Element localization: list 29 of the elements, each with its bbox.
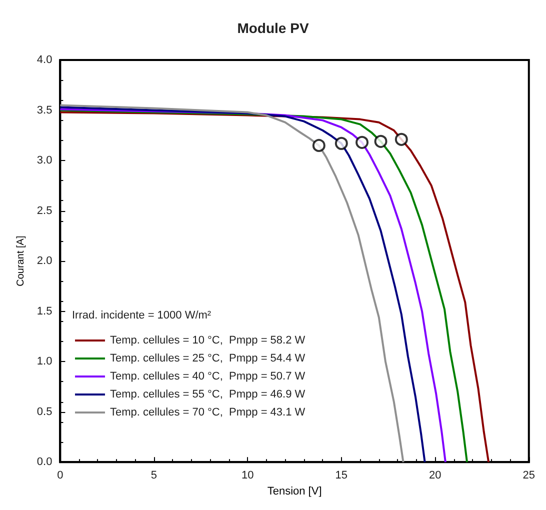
y-axis-title: Courant [A] (16, 236, 26, 286)
x-tick-label: 5 (150, 470, 157, 482)
y-tick-label: 0.5 (36, 406, 52, 418)
x-tick-label: 15 (335, 470, 348, 482)
legend-label: Temp. cellules = 55 °C, Pmpp = 46.9 W (110, 388, 306, 400)
y-tick-label: 2.5 (36, 204, 52, 217)
y-tick-label: 3.5 (36, 104, 52, 116)
legend-title: Irrad. incidente = 1000 W/m² (72, 310, 212, 322)
point (356, 136, 369, 149)
y-tick-label: 3.0 (36, 154, 52, 167)
legend-label: Temp. cellules = 25 °C, Pmpp = 54.4 W (110, 352, 306, 364)
y-tick-label: 2.0 (36, 255, 52, 268)
y-tick-label: 1.5 (36, 305, 52, 318)
y-tick-label: 1.0 (36, 356, 52, 368)
x-tick-label: 20 (429, 470, 442, 482)
legend-label: Temp. cellules = 70 °C, Pmpp = 43.1 W (110, 406, 306, 418)
x-tick-label: 10 (242, 470, 254, 482)
point (334, 136, 348, 150)
legend-label: Temp. cellules = 10 °C, Pmpp = 58.2 W (110, 334, 306, 346)
y-tick-label: 0.0 (36, 456, 52, 468)
chart-title: Module PV (237, 20, 310, 36)
x-axis-title: Tension [V] (267, 486, 322, 498)
legend-label: Temp. cellules = 40 °C, Pmpp = 50.7 W (110, 370, 306, 382)
y-tick-label: 4.0 (36, 54, 52, 66)
x-tick-label: 25 (522, 470, 536, 482)
point (394, 132, 408, 146)
point (312, 138, 326, 152)
point (374, 134, 388, 148)
x-tick-label: 0 (57, 470, 64, 482)
